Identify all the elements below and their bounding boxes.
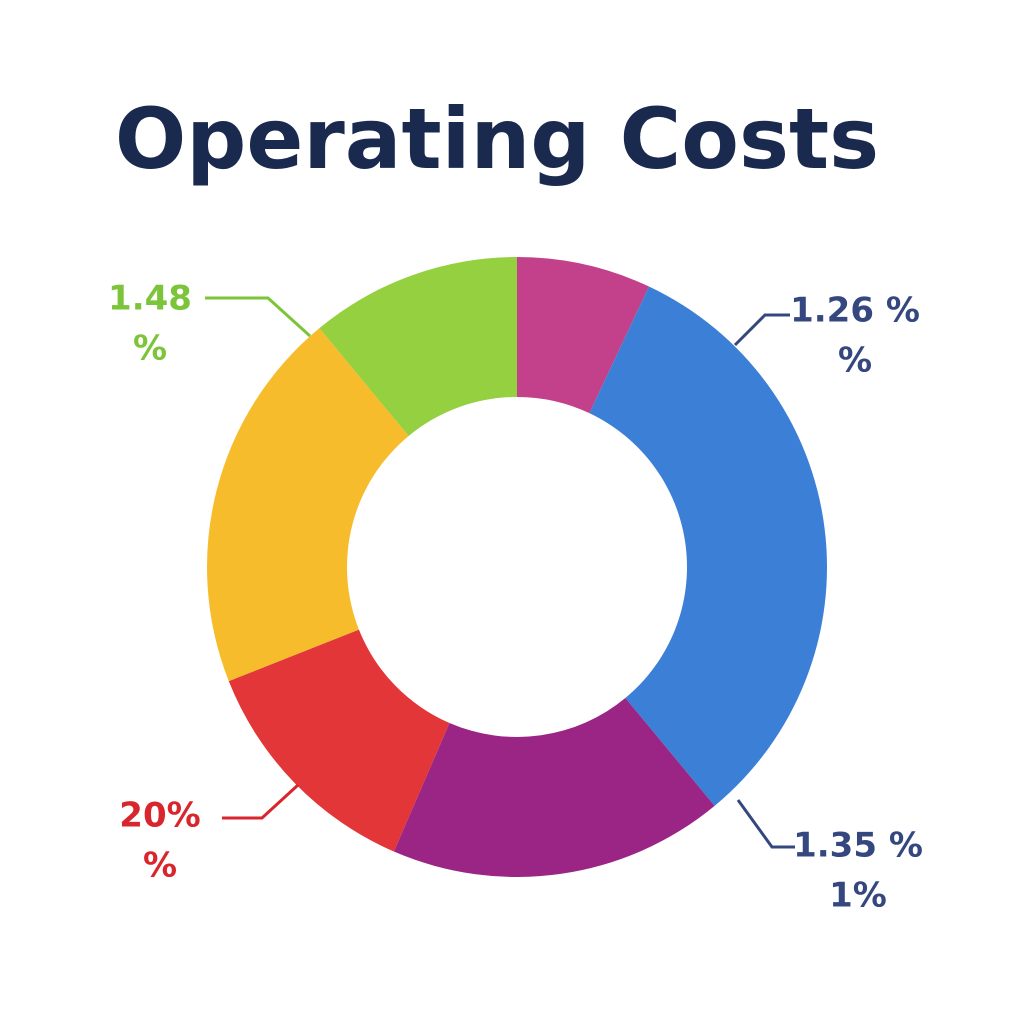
chart-title: Operating Costs [115,90,879,188]
annotation: % [133,329,167,369]
donut-slice [517,257,649,414]
donut [207,257,828,877]
annotation: 1% [829,876,887,916]
leader-line [733,313,790,347]
annotation: 20% [119,796,200,836]
donut-slice [393,697,715,877]
leader-line [736,799,795,849]
donut-slice [319,257,517,437]
annotation: 1.35 % [793,826,923,866]
leader-line [222,783,300,820]
leader-line [205,296,312,338]
annotation: 1.26 % [790,291,920,331]
annotation: % [143,846,177,886]
donut-slice [589,286,828,806]
donut-slice [207,328,409,682]
annotation: % [838,341,872,381]
donut-slice [228,629,450,852]
annotations: 1.48% 1.26 %% 20%% 1.35 % 1% [108,279,923,916]
annotation: 1.48 [108,279,192,319]
